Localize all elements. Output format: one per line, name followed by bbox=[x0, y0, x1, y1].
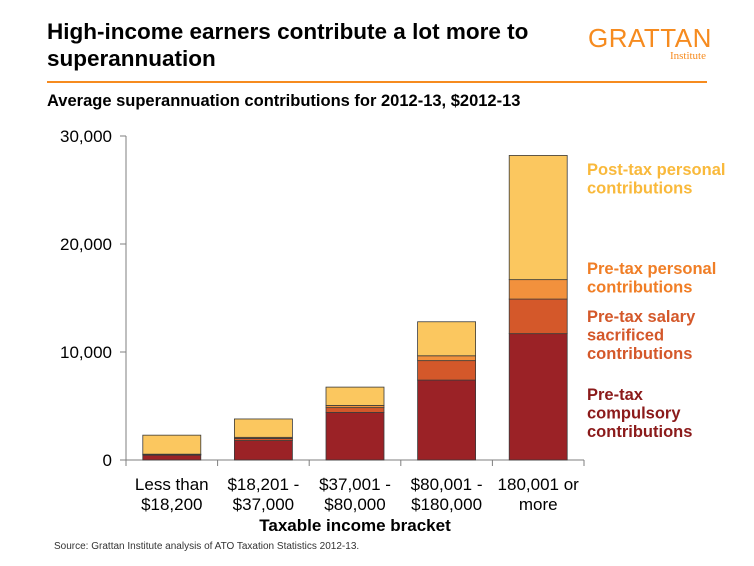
bar-segment bbox=[325, 407, 385, 413]
legend-label: contributions bbox=[587, 423, 692, 441]
bar-segment bbox=[508, 279, 568, 300]
legend-label: contributions bbox=[587, 279, 692, 297]
bar-segment bbox=[142, 454, 202, 461]
y-tick-label: 10,000 bbox=[60, 343, 112, 362]
x-tick-label: $18,200 bbox=[141, 495, 202, 514]
bar-segment bbox=[142, 434, 202, 455]
x-tick-label: $37,001 - bbox=[319, 475, 391, 494]
title-divider bbox=[47, 81, 707, 83]
bar-segment bbox=[508, 333, 568, 461]
source-note: Source: Grattan Institute analysis of AT… bbox=[54, 541, 360, 552]
legend-label: Pre-tax personal bbox=[587, 260, 716, 278]
logo-wordmark: GRATTAN bbox=[588, 23, 712, 53]
legend-label: compulsory bbox=[587, 405, 681, 423]
x-tick-label: $18,201 - bbox=[227, 475, 299, 494]
chart-title: High-income earners contribute a lot mor… bbox=[47, 19, 529, 71]
legend-label: Pre-tax bbox=[587, 386, 644, 404]
legend-label: contributions bbox=[587, 345, 692, 363]
bar-segment bbox=[508, 155, 568, 281]
bar-segment bbox=[233, 418, 293, 438]
bar-segment bbox=[325, 412, 385, 461]
grattan-logo: GRATTAN Institute bbox=[588, 23, 712, 62]
x-tick-label: Less than bbox=[135, 475, 209, 494]
bar-segment bbox=[417, 355, 477, 362]
legend-label: Pre-tax salary bbox=[587, 308, 696, 326]
bar-segment bbox=[417, 360, 477, 381]
x-tick-label: $37,000 bbox=[233, 495, 294, 514]
chart-subtitle: Average superannuation contributions for… bbox=[47, 92, 521, 110]
legend-label: contributions bbox=[587, 180, 692, 198]
legend-label: Post-tax personal bbox=[587, 161, 725, 179]
legend-label: sacrificed bbox=[587, 327, 664, 345]
y-tick-label: 20,000 bbox=[60, 235, 112, 254]
bar-segment bbox=[417, 321, 477, 357]
x-tick-label: $180,000 bbox=[411, 495, 482, 514]
bar-segment bbox=[325, 386, 385, 406]
logo-subtext: Institute bbox=[669, 50, 706, 62]
bar-segment bbox=[233, 440, 293, 461]
x-axis-title: Taxable income bracket bbox=[259, 516, 451, 535]
x-tick-label: more bbox=[519, 495, 558, 514]
x-tick-label: $80,001 - bbox=[411, 475, 483, 494]
x-tick-label: $80,000 bbox=[324, 495, 385, 514]
y-tick-label: 30,000 bbox=[60, 127, 112, 146]
bar-segment bbox=[417, 379, 477, 461]
y-tick-label: 0 bbox=[103, 451, 112, 470]
x-tick-label: 180,001 or bbox=[498, 475, 580, 494]
bar-segment bbox=[508, 298, 568, 335]
